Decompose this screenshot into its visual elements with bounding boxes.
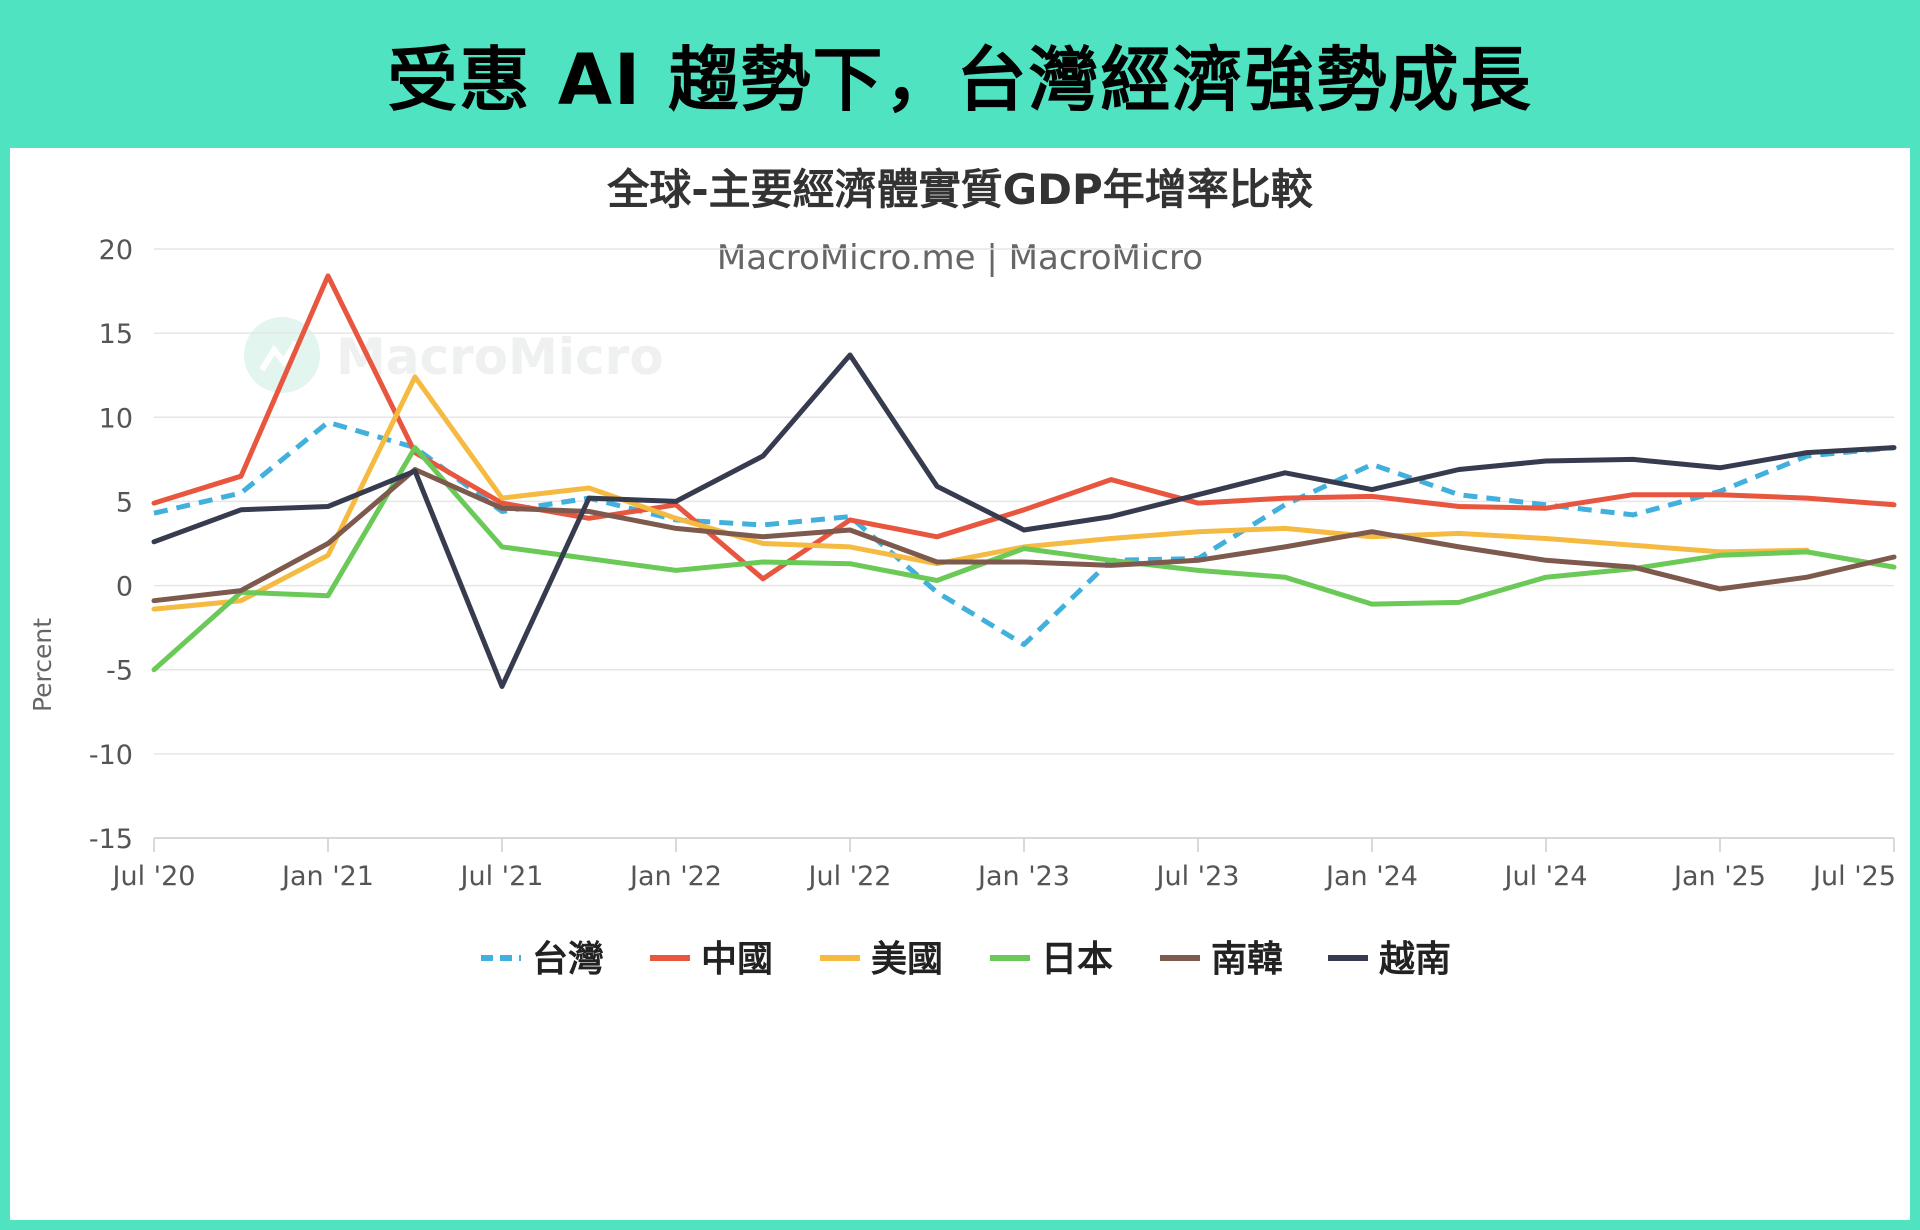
series-group [151, 273, 1897, 689]
series-line-0 [153, 419, 1895, 647]
legend: 台灣 中國 美國 日本 南韓 越南 [481, 939, 1451, 980]
y-tick-label: 5 [116, 487, 133, 518]
y-tick-label: 0 [116, 572, 133, 603]
y-tick-label: 15 [99, 319, 133, 350]
series-line-5 [151, 352, 1897, 689]
chart-card: 全球-主要經濟體實質GDP年增率比較 MacroMicro.me | Macro… [10, 148, 1910, 1220]
x-tick-label: Jan '25 [1672, 861, 1766, 892]
x-tick-label: Jan '23 [976, 861, 1070, 892]
legend-label: 美國 [871, 939, 943, 980]
x-tick-label: Jan '22 [628, 861, 722, 892]
legend-label: 越南 [1379, 939, 1451, 980]
chart-title: 全球-主要經濟體實質GDP年增率比較 [606, 165, 1314, 214]
chart-subtitle: MacroMicro.me | MacroMicro [717, 238, 1203, 278]
x-tick-label: Jul '24 [1503, 861, 1588, 892]
x-tick-label: Jul '20 [111, 861, 196, 892]
legend-label: 中國 [701, 939, 773, 980]
x-axis: Jul '20 Jan '21 Jul '21 Jan '22 Jul '22 Jan '… [111, 838, 1896, 892]
series-line-2 [151, 374, 1810, 612]
x-tick-label: Jan '24 [1324, 861, 1418, 892]
banner-title: 受惠 AI 趨勢下，台灣經濟強勢成長 [387, 38, 1533, 121]
y-tick-label: 20 [99, 235, 133, 266]
y-tick-label: -15 [89, 824, 133, 855]
series-line-3 [151, 445, 1897, 673]
x-tick-label: Jan '21 [280, 861, 374, 892]
y-tick-label: 10 [99, 403, 133, 434]
legend-label: 南韓 [1211, 939, 1283, 980]
series-line-1 [151, 273, 1897, 582]
series-line-4 [151, 467, 1897, 604]
legend-label: 台灣 [532, 939, 604, 980]
x-tick-label: Jul '25 [1811, 861, 1896, 892]
watermark-logo-mark-icon [259, 340, 299, 372]
x-tick-label: Jul '23 [1155, 861, 1240, 892]
y-axis: 20 15 10 5 0 -5 -10 -15 [89, 235, 133, 855]
y-tick-label: -5 [106, 656, 133, 687]
x-tick-label: Jul '22 [807, 861, 892, 892]
watermark-text: MacroMicro [336, 328, 664, 386]
y-axis-label: Percent [28, 618, 57, 712]
banner: 受惠 AI 趨勢下，台灣經濟強勢成長 [0, 0, 1920, 148]
chart-svg: 全球-主要經濟體實質GDP年增率比較 MacroMicro.me | Macro… [28, 165, 1897, 980]
y-tick-label: -10 [89, 740, 133, 771]
x-tick-label: Jul '21 [459, 861, 544, 892]
legend-label: 日本 [1041, 939, 1113, 980]
